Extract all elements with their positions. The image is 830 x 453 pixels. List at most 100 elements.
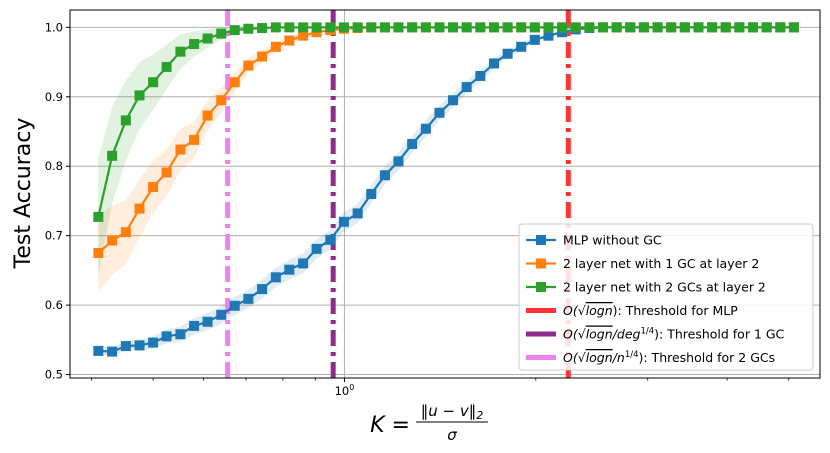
x-axis-label: K = ‖u − v‖2 σ (370, 402, 488, 444)
y-tick-label: 0.9 (45, 90, 63, 104)
data-point (502, 22, 513, 33)
data-point (298, 258, 309, 269)
data-point (202, 110, 213, 121)
legend-label-exponent: 1/4 (625, 350, 639, 360)
data-point (148, 77, 159, 88)
data-point (120, 341, 131, 352)
data-point (270, 272, 281, 283)
legend-items: MLP without GC 2 layer net with 1 GC at l… (526, 233, 785, 365)
data-point (448, 22, 459, 33)
data-point (570, 22, 581, 33)
data-point (461, 22, 472, 33)
data-point (189, 134, 200, 145)
x-axis-label-denominator: σ (447, 426, 457, 444)
legend-label-exponent: 1/4 (640, 327, 654, 337)
data-point (393, 156, 404, 167)
data-point (298, 22, 309, 33)
data-point (393, 22, 404, 33)
data-point (420, 123, 431, 134)
data-point (597, 22, 608, 33)
data-point (325, 234, 336, 245)
data-point (543, 30, 554, 41)
legend-swatch-marker (536, 235, 546, 245)
data-point (775, 22, 786, 33)
data-point (379, 22, 390, 33)
data-point (461, 82, 472, 93)
data-point (529, 22, 540, 33)
data-point (516, 41, 527, 52)
data-point (107, 346, 118, 357)
data-point (270, 22, 281, 33)
data-point (257, 51, 268, 62)
y-tick-label: 0.8 (45, 159, 63, 173)
x-axis-label-numerator: ‖u − v‖2 (421, 402, 484, 422)
data-point (229, 300, 240, 311)
legend-label-root-symbol: √ (578, 350, 586, 365)
data-point (107, 150, 118, 161)
legend-label-root-symbol: √ (578, 327, 586, 342)
data-point (284, 35, 295, 46)
data-point (611, 22, 622, 33)
data-point (407, 22, 418, 33)
data-point (475, 22, 486, 33)
data-point (625, 22, 636, 33)
data-point (448, 95, 459, 106)
data-point (557, 22, 568, 33)
data-point (161, 331, 172, 342)
data-point (175, 329, 186, 340)
data-point (652, 22, 663, 33)
data-point (529, 34, 540, 45)
data-point (229, 25, 240, 36)
legend-label-suffix: ): Threshold for 2 GCs (639, 350, 776, 365)
data-point (134, 90, 145, 101)
data-point (161, 61, 172, 72)
data-point (638, 22, 649, 33)
x-axis-label-lhs: K = (370, 413, 410, 438)
x-tick-label: 100 (335, 383, 355, 398)
data-point (352, 22, 363, 33)
data-point (338, 22, 349, 33)
data-point (720, 22, 731, 33)
y-tick-label: 0.6 (45, 298, 63, 312)
data-point (202, 316, 213, 327)
data-point (311, 243, 322, 254)
legend: MLP without GC 2 layer net with 1 GC at l… (518, 223, 814, 371)
data-point (134, 340, 145, 351)
data-point (666, 22, 677, 33)
data-point (216, 28, 227, 39)
data-point (338, 216, 349, 227)
data-point (284, 264, 295, 275)
data-point (216, 95, 227, 106)
data-point (502, 48, 513, 59)
data-point (584, 22, 595, 33)
data-point (366, 189, 377, 199)
data-point (148, 182, 159, 193)
data-point (257, 284, 268, 295)
data-point (243, 293, 254, 304)
data-point (202, 33, 213, 44)
y-axis-label: Test Accuracy (11, 118, 36, 270)
series-lines (97, 26, 794, 353)
data-point (284, 22, 295, 33)
data-point (270, 41, 281, 52)
legend-label: 2 layer net with 2 GCs at layer 2 (563, 280, 766, 295)
legend-label: 2 layer net with 1 GC at layer 2 (563, 256, 759, 271)
data-point (407, 139, 418, 150)
data-point (761, 22, 772, 33)
legend-box (518, 223, 814, 371)
data-point (107, 235, 118, 246)
data-point (488, 58, 499, 69)
x-tick-label-exponent: 0 (349, 383, 354, 392)
data-point (788, 22, 799, 33)
data-point (148, 337, 159, 348)
data-point (189, 320, 200, 331)
data-point (707, 22, 718, 33)
data-point (93, 345, 104, 356)
legend-label: O(√logn): Threshold for MLP (563, 303, 738, 318)
data-point (189, 39, 200, 50)
y-tick-label: 0.5 (45, 368, 63, 382)
legend-label-root: logn (586, 303, 613, 318)
data-point (257, 23, 268, 34)
data-point (679, 22, 690, 33)
data-point (311, 22, 322, 33)
